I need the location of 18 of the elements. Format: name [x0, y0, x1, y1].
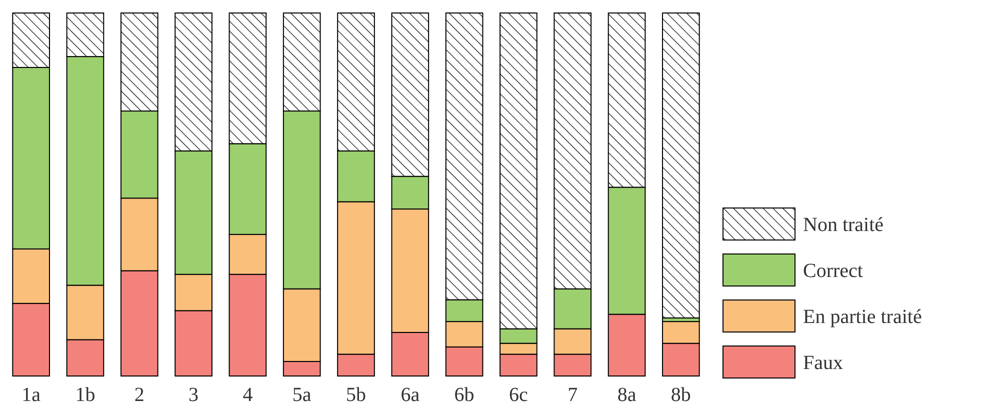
x-tick-label: 6a	[400, 384, 420, 406]
legend-label: Correct	[803, 260, 864, 282]
x-tick-label: 4	[242, 384, 253, 406]
bar	[662, 12, 700, 318]
legend-label: En partie traité	[803, 306, 922, 328]
x-tick-label: 7	[568, 384, 578, 406]
x-tick-label: 3	[188, 384, 199, 406]
x-tick-label: 2	[134, 384, 144, 406]
x-tick-label: 6b	[454, 384, 474, 406]
legend-label: Faux	[803, 352, 843, 374]
x-tick-label: 6c	[509, 384, 528, 406]
x-tick-label: 5a	[292, 384, 312, 406]
x-tick-label: 8b	[670, 384, 691, 406]
x-tick-label: 1a	[22, 384, 41, 406]
x-tick-label: 5b	[346, 384, 366, 406]
x-tick-label: 1b	[75, 384, 96, 406]
legend-label: Non traité	[803, 214, 884, 236]
x-tick-label: 8a	[617, 384, 636, 406]
